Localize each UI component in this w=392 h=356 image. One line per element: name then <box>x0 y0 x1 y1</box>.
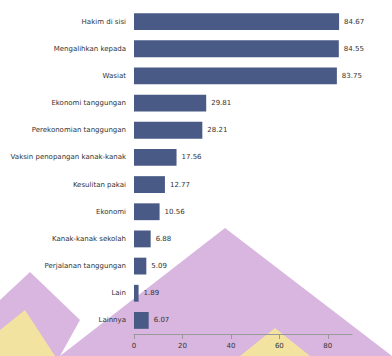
svg-text:Perekonomian tanggungan: Perekonomian tanggungan <box>32 126 126 134</box>
svg-text:Ekonomi tanggungan: Ekonomi tanggungan <box>51 99 126 107</box>
svg-text:Perjalanan tanggungan: Perjalanan tanggungan <box>45 262 126 270</box>
svg-text:Kanak-kanak sekolah: Kanak-kanak sekolah <box>52 235 126 243</box>
svg-text:29.81: 29.81 <box>211 99 231 107</box>
svg-text:40: 40 <box>226 342 235 350</box>
svg-text:1.89: 1.89 <box>144 289 160 297</box>
svg-text:60: 60 <box>275 342 284 350</box>
svg-text:Lainnya: Lainnya <box>99 316 126 324</box>
svg-text:12.77: 12.77 <box>170 181 190 189</box>
svg-text:Kesulitan pakai: Kesulitan pakai <box>73 181 126 189</box>
svg-text:Ekonomi: Ekonomi <box>96 208 126 216</box>
svg-text:84.55: 84.55 <box>344 45 364 53</box>
svg-text:83.75: 83.75 <box>342 72 362 80</box>
svg-text:0: 0 <box>132 342 136 350</box>
svg-text:6.07: 6.07 <box>154 316 170 324</box>
svg-text:Vaksin penopangan kanak-kanak: Vaksin penopangan kanak-kanak <box>11 153 127 161</box>
svg-text:6.88: 6.88 <box>156 235 172 243</box>
svg-text:28.21: 28.21 <box>207 126 227 134</box>
svg-text:10.56: 10.56 <box>165 208 186 216</box>
svg-text:84.67: 84.67 <box>344 18 364 26</box>
svg-text:Hakim di sisi: Hakim di sisi <box>82 18 126 26</box>
svg-text:5.09: 5.09 <box>151 262 167 270</box>
svg-text:80: 80 <box>323 342 332 350</box>
svg-text:Mengalihkan kepada: Mengalihkan kepada <box>54 45 126 53</box>
svg-text:Wasiat: Wasiat <box>103 72 127 80</box>
svg-text:20: 20 <box>178 342 187 350</box>
svg-text:17.56: 17.56 <box>182 153 203 161</box>
svg-text:Lain: Lain <box>111 289 126 297</box>
